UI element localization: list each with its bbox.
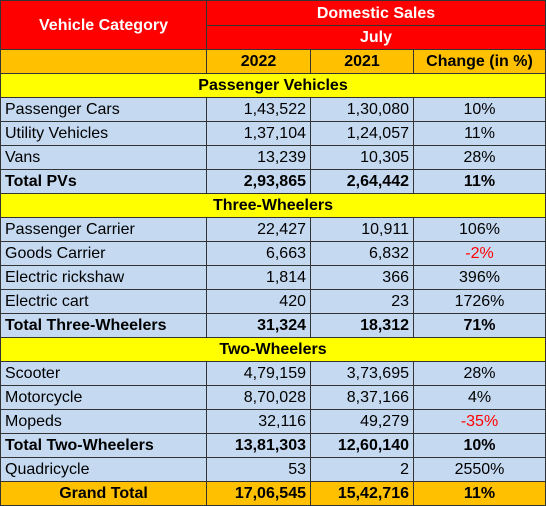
data-row-value: 1726%	[414, 290, 546, 314]
data-row-label: Electric rickshaw	[0, 266, 207, 290]
column-header: 2021	[311, 50, 414, 74]
grand-total-label: Grand Total	[0, 482, 207, 506]
section-title: Passenger Vehicles	[0, 74, 546, 98]
data-row-value: 23	[311, 290, 414, 314]
data-row-value: 4,79,159	[207, 362, 311, 386]
grand-total-value: 17,06,545	[207, 482, 311, 506]
total-row-value: 2,93,865	[207, 170, 311, 194]
data-row-value: 420	[207, 290, 311, 314]
data-row-value: 6,832	[311, 242, 414, 266]
data-row-value: 366	[311, 266, 414, 290]
period-header: July	[207, 26, 546, 50]
data-row-value: 6,663	[207, 242, 311, 266]
data-row-label: Quadricycle	[0, 458, 207, 482]
data-row-value: 1,814	[207, 266, 311, 290]
data-row-label: Passenger Carrier	[0, 218, 207, 242]
data-row-value: 10,911	[311, 218, 414, 242]
total-row-value: 2,64,442	[311, 170, 414, 194]
data-row-label: Goods Carrier	[0, 242, 207, 266]
data-row-value: -35%	[414, 410, 546, 434]
data-row-value: 396%	[414, 266, 546, 290]
data-row-value: 13,239	[207, 146, 311, 170]
data-row-value: 10%	[414, 98, 546, 122]
data-row-value: 22,427	[207, 218, 311, 242]
data-row-value: 1,37,104	[207, 122, 311, 146]
data-row-value: 8,70,028	[207, 386, 311, 410]
data-row-value: 49,279	[311, 410, 414, 434]
total-row-value: 13,81,303	[207, 434, 311, 458]
grand-total-value: 11%	[414, 482, 546, 506]
column-header: Change (in %)	[414, 50, 546, 74]
section-title: Three-Wheelers	[0, 194, 546, 218]
data-row-label: Utility Vehicles	[0, 122, 207, 146]
data-row-value: 11%	[414, 122, 546, 146]
data-row-label: Motorcycle	[0, 386, 207, 410]
total-row-value: 71%	[414, 314, 546, 338]
total-row-value: 31,324	[207, 314, 311, 338]
total-row-value: 11%	[414, 170, 546, 194]
category-header: Vehicle Category	[0, 0, 207, 50]
total-row-label: Total Three-Wheelers	[0, 314, 207, 338]
data-row-label: Vans	[0, 146, 207, 170]
data-row-value: 1,24,057	[311, 122, 414, 146]
data-row-value: 32,116	[207, 410, 311, 434]
total-row-value: 12,60,140	[311, 434, 414, 458]
total-row-label: Total PVs	[0, 170, 207, 194]
data-row-value: 28%	[414, 146, 546, 170]
column-header: 2022	[207, 50, 311, 74]
data-row-value: 1,30,080	[311, 98, 414, 122]
section-title: Two-Wheelers	[0, 338, 546, 362]
data-row-value: 4%	[414, 386, 546, 410]
data-row-label: Passenger Cars	[0, 98, 207, 122]
header-blank	[0, 50, 207, 74]
data-row-value: 8,37,166	[311, 386, 414, 410]
data-row-value: 106%	[414, 218, 546, 242]
data-row-value: 28%	[414, 362, 546, 386]
total-row-label: Total Two-Wheelers	[0, 434, 207, 458]
data-row-value: 53	[207, 458, 311, 482]
data-row-label: Mopeds	[0, 410, 207, 434]
data-row-value: 3,73,695	[311, 362, 414, 386]
data-row-label: Scooter	[0, 362, 207, 386]
data-row-label: Electric cart	[0, 290, 207, 314]
group-header: Domestic Sales	[207, 0, 546, 26]
total-row-value: 10%	[414, 434, 546, 458]
grand-total-value: 15,42,716	[311, 482, 414, 506]
data-row-value: 1,43,522	[207, 98, 311, 122]
data-row-value: 2550%	[414, 458, 546, 482]
data-row-value: 10,305	[311, 146, 414, 170]
data-row-value: 2	[311, 458, 414, 482]
data-row-value: -2%	[414, 242, 546, 266]
total-row-value: 18,312	[311, 314, 414, 338]
